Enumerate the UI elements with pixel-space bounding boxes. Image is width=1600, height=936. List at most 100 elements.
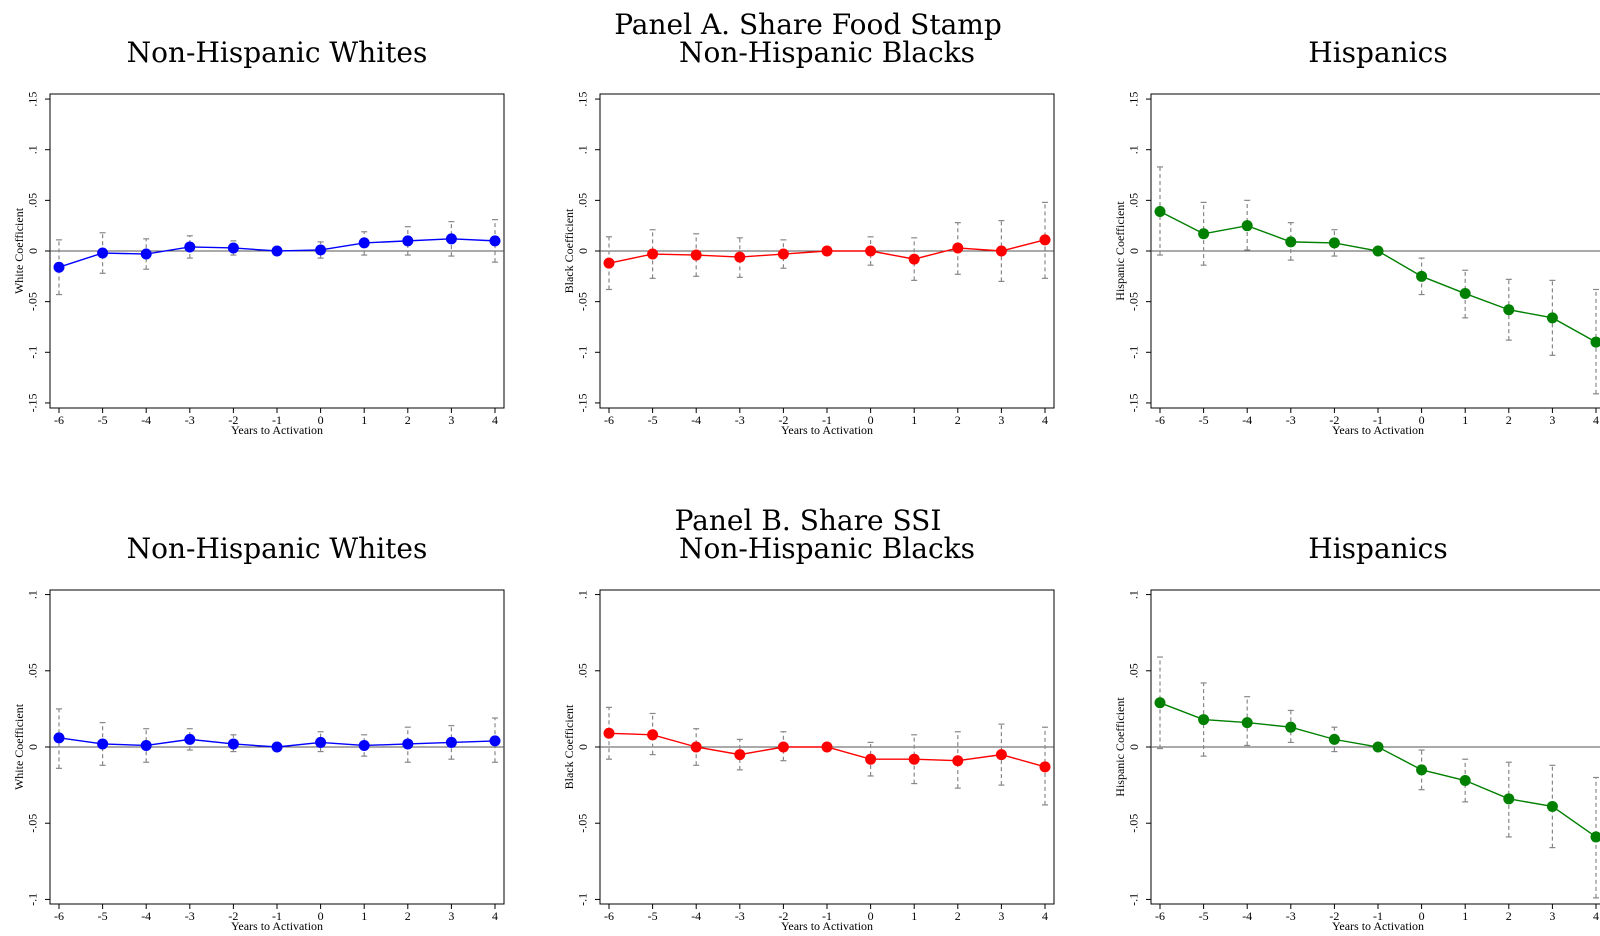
x-axis-label: Years to Activation — [781, 919, 873, 933]
x-tick-label: 3 — [448, 413, 454, 427]
series-line — [1160, 211, 1596, 342]
y-tick-label: -.05 — [1127, 814, 1141, 833]
data-point — [315, 244, 326, 255]
data-point — [446, 233, 457, 244]
data-point — [359, 740, 370, 751]
data-point — [1416, 271, 1427, 282]
y-tick-label: -.1 — [1127, 346, 1141, 359]
y-tick-label: .15 — [576, 92, 590, 107]
data-point — [604, 258, 615, 269]
x-tick-label: -3 — [1286, 909, 1296, 923]
x-tick-label: 2 — [1506, 909, 1512, 923]
y-axis-label: White Coefficient — [12, 207, 26, 294]
data-point — [490, 735, 501, 746]
plots-container: Non-Hispanic Whites-.15-.1-.050.05.1.15-… — [12, 36, 1600, 933]
x-tick-label: 3 — [1549, 909, 1555, 923]
x-tick-label: -3 — [185, 909, 195, 923]
x-tick-label: -5 — [98, 413, 108, 427]
x-tick-label: -4 — [1242, 909, 1252, 923]
data-point — [1040, 234, 1051, 245]
y-tick-label: .1 — [26, 590, 40, 599]
x-tick-label: -3 — [735, 909, 745, 923]
y-tick-label: 0 — [576, 248, 590, 254]
data-point — [1242, 220, 1253, 231]
x-tick-label: 4 — [1042, 909, 1048, 923]
data-point — [1591, 337, 1600, 348]
x-tick-label: 1 — [361, 413, 367, 427]
y-tick-label: .05 — [1127, 193, 1141, 208]
y-tick-label: .05 — [1127, 663, 1141, 678]
x-tick-label: 2 — [955, 909, 961, 923]
data-point — [865, 754, 876, 765]
x-axis-label: Years to Activation — [1332, 919, 1424, 933]
data-point — [315, 737, 326, 748]
data-point — [1591, 831, 1600, 842]
chart-4: Non-Hispanic Whites -.1 -.05 0 .05 .1 -6 -5 -4 -3… — [12, 532, 504, 933]
x-tick-label: -5 — [1199, 909, 1209, 923]
x-tick-label: 3 — [998, 909, 1004, 923]
data-point — [647, 729, 658, 740]
x-tick-label: 2 — [955, 413, 961, 427]
x-tick-label: 3 — [998, 413, 1004, 427]
x-tick-label: 1 — [1462, 413, 1468, 427]
y-tick-label: -.15 — [26, 393, 40, 412]
y-tick-label: .1 — [1127, 590, 1141, 599]
data-point — [228, 242, 239, 253]
y-axis-label: Hispanic Coefficient — [1113, 697, 1127, 797]
data-point — [996, 246, 1007, 257]
x-axis-label: Years to Activation — [231, 423, 323, 437]
data-point — [647, 249, 658, 260]
data-point — [1373, 742, 1384, 753]
x-tick-label: -6 — [54, 413, 64, 427]
data-point — [1329, 237, 1340, 248]
y-tick-label: .05 — [576, 663, 590, 678]
x-axis-label: Years to Activation — [1332, 423, 1424, 437]
y-tick-label: 0 — [26, 248, 40, 254]
data-point — [1040, 761, 1051, 772]
x-tick-label: -5 — [648, 909, 658, 923]
data-point — [402, 738, 413, 749]
x-tick-label: -3 — [185, 413, 195, 427]
x-tick-label: -5 — [648, 413, 658, 427]
data-point — [1285, 236, 1296, 247]
x-tick-label: 1 — [1462, 909, 1468, 923]
x-axis-label: Years to Activation — [781, 423, 873, 437]
x-tick-label: -6 — [54, 909, 64, 923]
data-point — [952, 755, 963, 766]
data-point — [734, 749, 745, 760]
data-point — [141, 249, 152, 260]
data-point — [1155, 697, 1166, 708]
data-point — [446, 737, 457, 748]
y-tick-label: -.05 — [576, 292, 590, 311]
y-tick-label: 0 — [1127, 248, 1141, 254]
y-tick-label: -.1 — [576, 346, 590, 359]
data-point — [909, 254, 920, 265]
data-point — [1460, 288, 1471, 299]
y-axis-label: White Coefficient — [12, 703, 26, 790]
y-tick-label: -.1 — [1127, 893, 1141, 906]
chart-title: Hispanics — [1308, 36, 1447, 69]
data-point — [1242, 717, 1253, 728]
y-tick-label: .05 — [26, 193, 40, 208]
data-point — [952, 242, 963, 253]
x-tick-label: 1 — [911, 413, 917, 427]
data-point — [402, 235, 413, 246]
data-point — [1198, 714, 1209, 725]
x-tick-label: 1 — [911, 909, 917, 923]
y-tick-label: -.05 — [26, 814, 40, 833]
y-tick-label: .05 — [26, 663, 40, 678]
data-point — [1373, 246, 1384, 257]
data-point — [1547, 312, 1558, 323]
data-point — [1329, 734, 1340, 745]
y-tick-label: -.1 — [576, 893, 590, 906]
data-point — [141, 740, 152, 751]
chart-3: Hispanics-.15-.1-.050.05.1.15-6 -5 -4 -3 -2-… — [1113, 36, 1600, 437]
data-point — [909, 754, 920, 765]
chart-5: Non-Hispanic Blacks-.1-.050.05.1-6 -5 -4 -3… — [562, 532, 1054, 933]
data-point — [1198, 228, 1209, 239]
data-point — [490, 235, 501, 246]
y-tick-label: .1 — [1127, 145, 1141, 154]
x-tick-label: -5 — [1199, 413, 1209, 427]
x-tick-label: 1 — [361, 909, 367, 923]
series-line — [1160, 703, 1596, 837]
